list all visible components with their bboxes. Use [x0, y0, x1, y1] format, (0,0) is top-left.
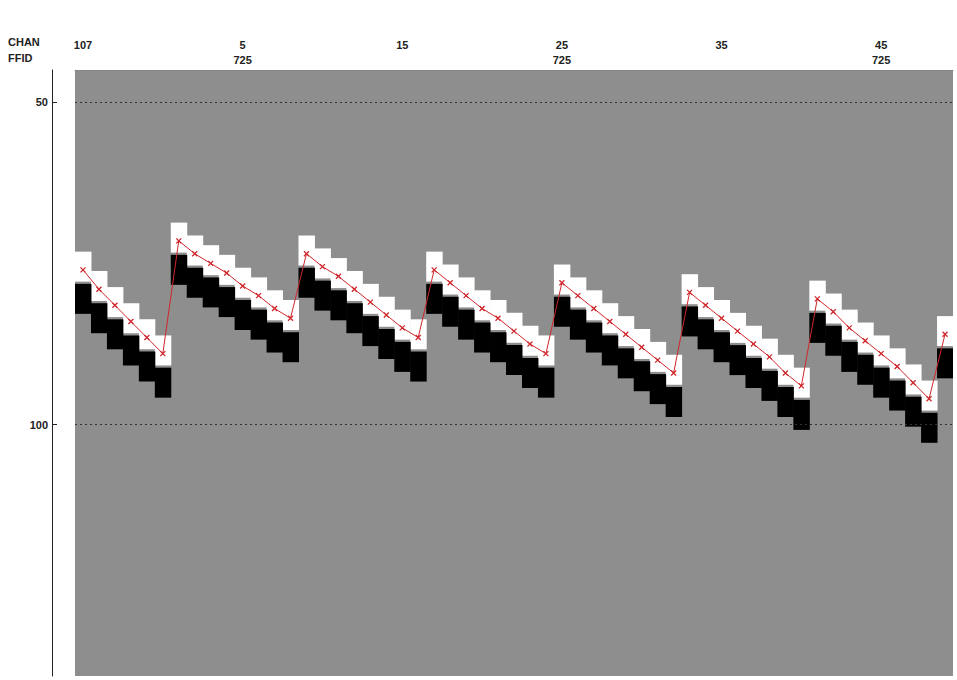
svg-text:35: 35 — [715, 39, 727, 51]
svg-text:100: 100 — [30, 419, 48, 431]
svg-text:5: 5 — [240, 39, 246, 51]
svg-text:25: 25 — [556, 39, 568, 51]
svg-text:FFID: FFID — [8, 52, 32, 64]
svg-text:15: 15 — [396, 39, 408, 51]
svg-text:50: 50 — [36, 96, 48, 108]
svg-text:CHAN: CHAN — [8, 36, 40, 48]
svg-text:107: 107 — [74, 39, 92, 51]
svg-text:725: 725 — [553, 54, 571, 66]
svg-text:725: 725 — [872, 54, 890, 66]
svg-text:45: 45 — [875, 39, 887, 51]
svg-text:725: 725 — [233, 54, 251, 66]
